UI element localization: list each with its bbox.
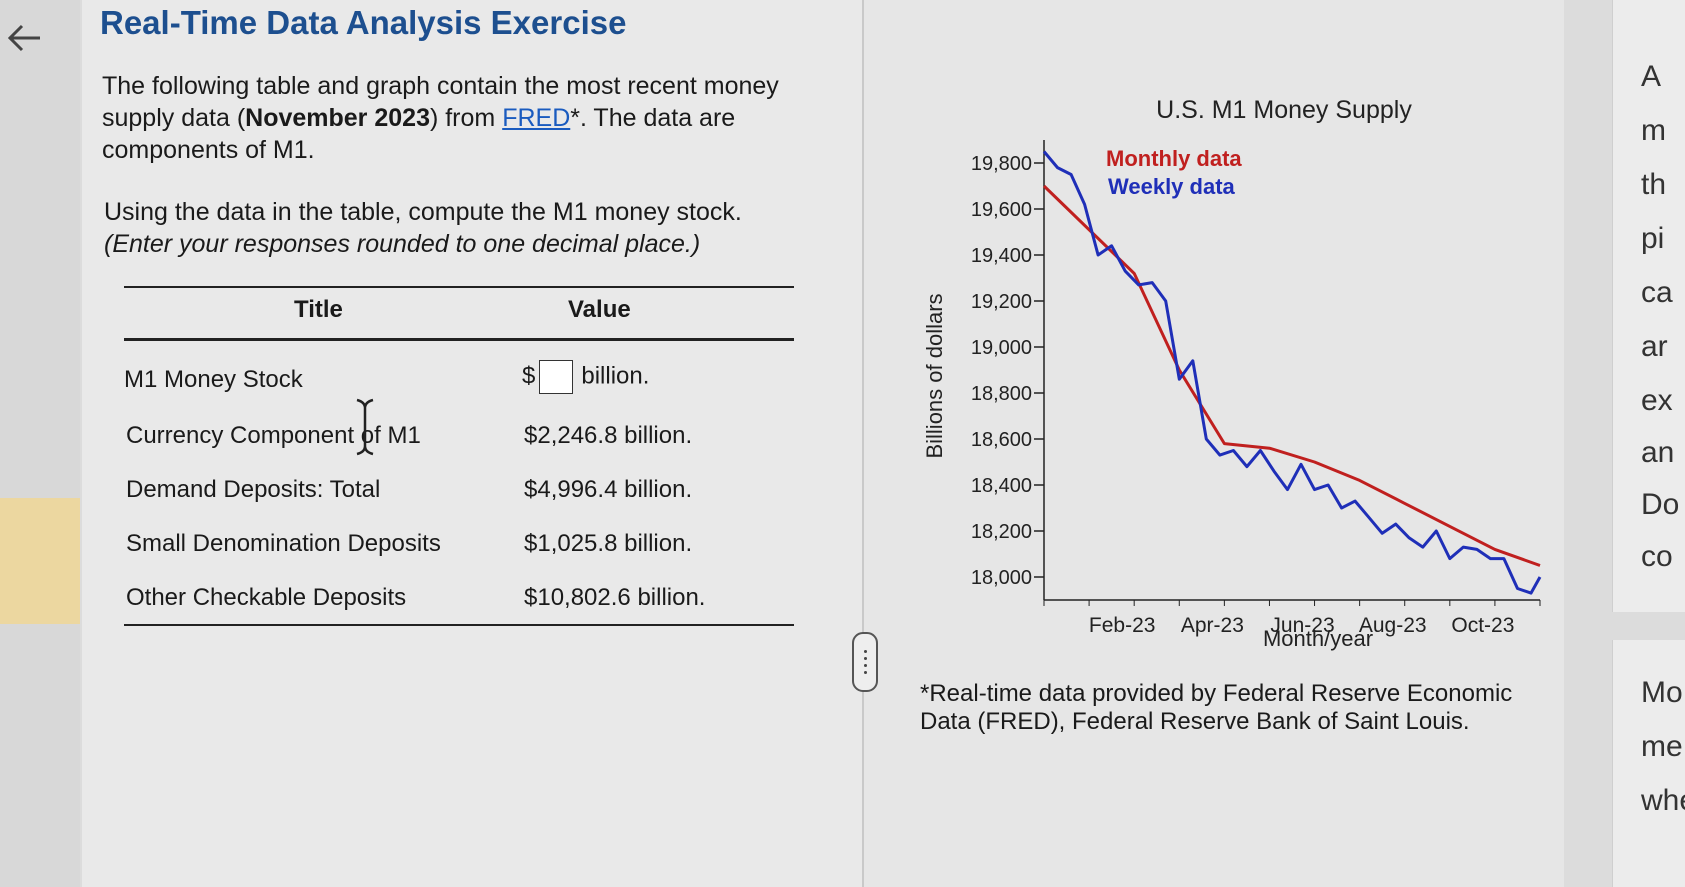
text-cursor-icon <box>356 398 374 456</box>
side-text: co <box>1641 540 1673 573</box>
chart-xlabel: Month/year <box>1263 626 1373 651</box>
m1-answer-input[interactable] <box>539 360 574 394</box>
x-tick-label: Feb-23 <box>1089 614 1156 637</box>
drag-handle-icon[interactable] <box>852 632 878 692</box>
y-tick-label: 18,000 <box>971 567 1032 589</box>
side-text: ar <box>1641 330 1668 363</box>
side-text: ex <box>1641 384 1673 417</box>
chart-axes: 19,800 19,600 19,400 19,200 19,000 18,800 18,6… <box>971 140 1541 637</box>
legend-monthly: Monthly data <box>1106 146 1242 171</box>
fred-link[interactable]: FRED <box>502 104 571 132</box>
m1-chart: U.S. M1 Money Supply Billions of dollars… <box>922 96 1542 651</box>
y-tick-label: 18,400 <box>971 475 1032 497</box>
side-text: an <box>1641 436 1675 469</box>
side-text: th <box>1641 168 1667 201</box>
y-tick-label: 19,600 <box>971 199 1032 221</box>
exercise-panel <box>82 0 862 887</box>
table-row-value: $10,802.6 billion. <box>524 584 706 611</box>
x-tick-label: Apr-23 <box>1181 614 1244 637</box>
header-value: Value <box>568 296 631 323</box>
side-text: pi <box>1641 222 1665 255</box>
billion-suffix: billion. <box>581 362 650 390</box>
m1-answer-cell: $ billion. <box>522 360 649 394</box>
y-tick-label: 19,200 <box>971 291 1032 313</box>
y-tick-label: 19,400 <box>971 245 1032 267</box>
panel-divider <box>862 0 864 887</box>
chart-lines <box>1042 150 1542 595</box>
y-tick-label: 18,600 <box>971 429 1032 451</box>
highlight-tab[interactable] <box>0 498 80 624</box>
x-tick-label: Aug-23 <box>1359 614 1427 637</box>
intro-date: November 2023 <box>245 104 430 132</box>
side-text: Mo <box>1641 676 1683 709</box>
data-table: Title Value M1 Money Stock $ billion. Cur… <box>124 286 794 626</box>
chart-panel <box>864 0 1564 887</box>
legend-weekly: Weekly data <box>1108 174 1236 199</box>
instruction-paragraph: Using the data in the table, compute the… <box>104 196 824 260</box>
side-text: whe <box>1641 784 1685 817</box>
intro-text-mid: ) from <box>429 104 503 132</box>
y-tick-label: 19,000 <box>971 337 1032 359</box>
monthly-series-line <box>1042 184 1541 567</box>
table-row-value: $1,025.8 billion. <box>524 530 693 557</box>
side-text: Do <box>1641 488 1680 521</box>
table-row-title: M1 Money Stock <box>124 366 303 393</box>
table-row-title: Currency Component of M1 <box>126 422 421 449</box>
table-bottom-rule <box>124 624 794 626</box>
table-row-value: $4,996.4 billion. <box>524 476 693 503</box>
table-row-title: Other Checkable Deposits <box>126 584 407 611</box>
y-tick-label: 19,800 <box>971 153 1032 175</box>
fred-footnote: *Real-time data provided by Federal Rese… <box>920 680 1513 735</box>
instruction-note: (Enter your responses rounded to one dec… <box>104 230 701 258</box>
intro-text-post: *. The data are components of M1. <box>102 104 736 164</box>
side-text: m <box>1641 114 1666 147</box>
table-top-rule <box>124 286 794 288</box>
header-title: Title <box>294 296 343 323</box>
side-text: ca <box>1641 276 1673 309</box>
x-tick-label: Oct-23 <box>1451 614 1514 637</box>
side-card-2: Mo me whe <box>1612 640 1685 887</box>
y-tick-label: 18,200 <box>971 521 1032 543</box>
side-card: A m th pi ca ar ex an Do co <box>1612 0 1685 612</box>
arrow-left-icon[interactable] <box>4 18 44 58</box>
side-text: A <box>1641 60 1662 93</box>
table-row-value: $2,246.8 billion. <box>524 422 693 449</box>
y-tick-label: 18,800 <box>971 383 1032 405</box>
x-tick-label: Jun-23 <box>1270 614 1334 637</box>
table-header-rule <box>124 338 794 341</box>
chart-title: U.S. M1 Money Supply <box>1156 96 1412 124</box>
table-row-title: Small Denomination Deposits <box>126 530 441 557</box>
page-title: Real-Time Data Analysis Exercise <box>100 4 627 41</box>
side-text: me <box>1641 730 1683 763</box>
instruction: Using the data in the table, compute the… <box>104 198 742 226</box>
left-strip <box>0 0 80 887</box>
weekly-series-line <box>1042 150 1542 595</box>
dollar-prefix: $ <box>522 362 536 390</box>
chart-ylabel: Billions of dollars <box>922 293 947 458</box>
table-row-title: Demand Deposits: Total <box>126 476 381 503</box>
intro-paragraph: The following table and graph contain th… <box>102 70 802 166</box>
intro-text: The following table and graph contain th… <box>102 72 779 132</box>
